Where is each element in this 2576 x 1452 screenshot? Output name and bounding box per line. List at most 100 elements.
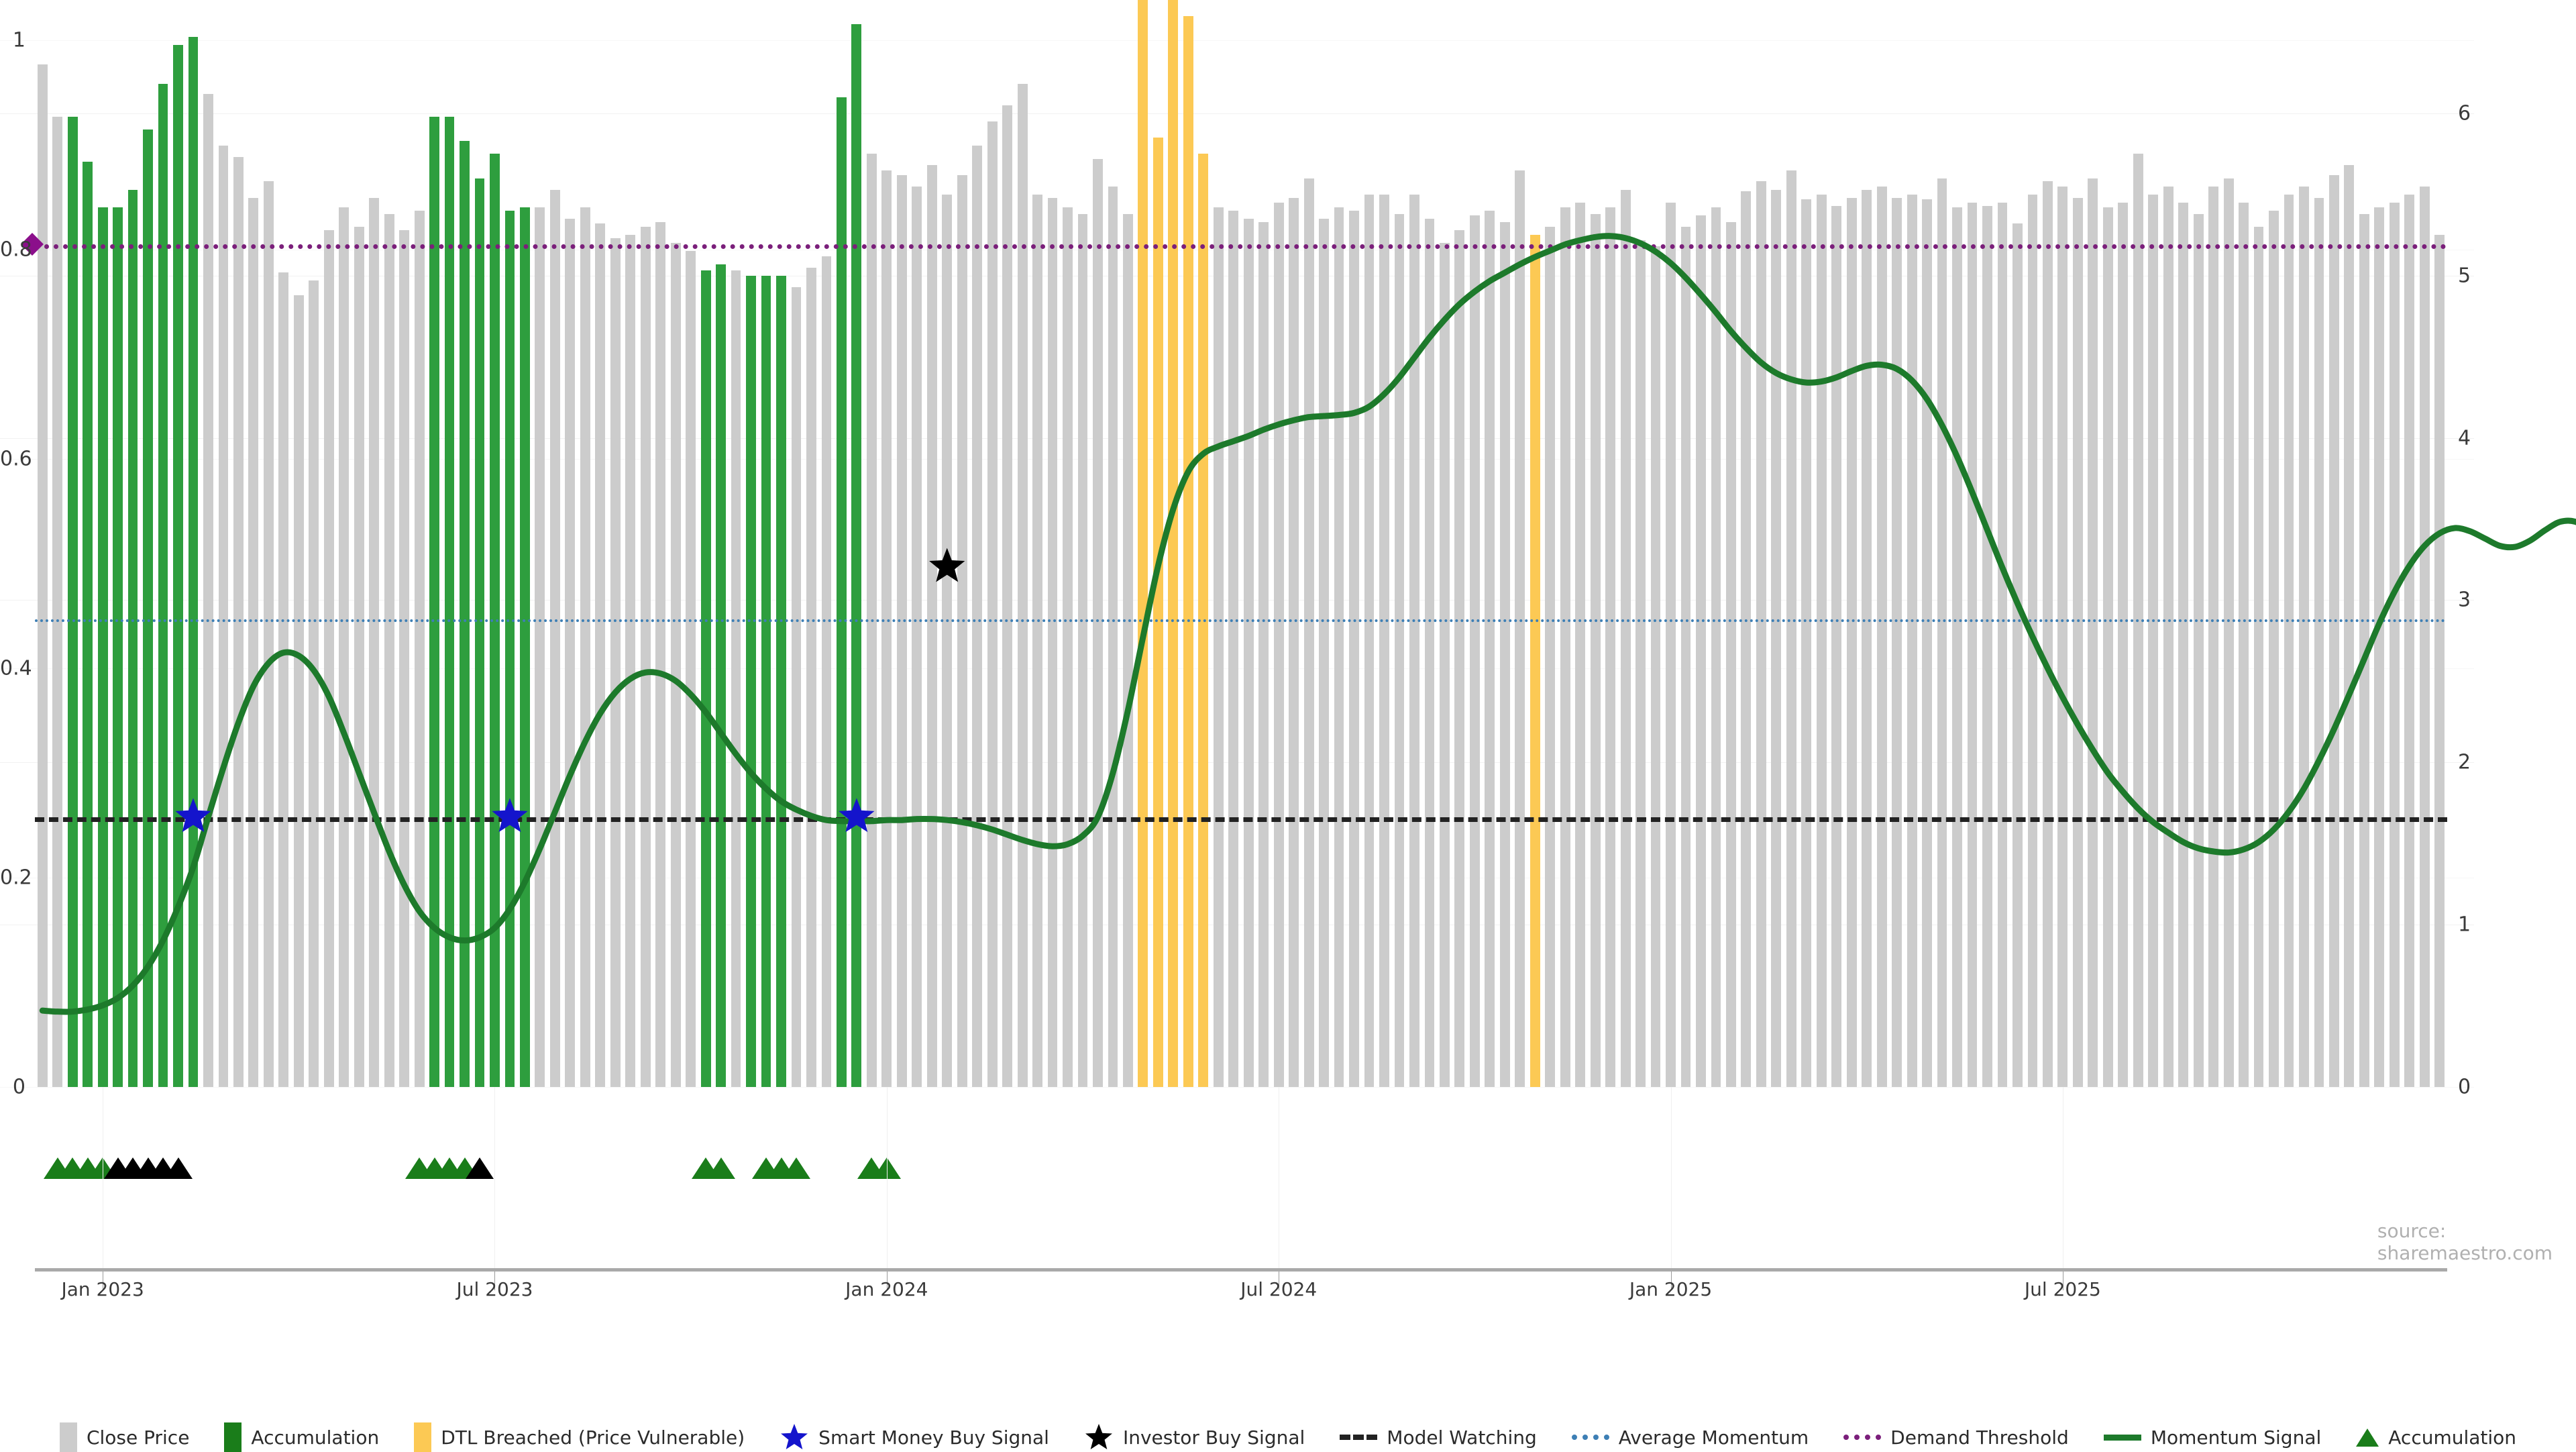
bar-close-price[interactable] (414, 210, 425, 1087)
bar-close-price[interactable] (912, 186, 922, 1087)
bar-close-price[interactable] (1515, 170, 1525, 1087)
bar-close-price[interactable] (218, 146, 229, 1087)
bar-close-price[interactable] (1063, 207, 1073, 1087)
bar-close-price[interactable] (1258, 221, 1269, 1087)
bar-close-price[interactable] (399, 229, 410, 1087)
bar-accumulation[interactable] (746, 275, 756, 1087)
bar-close-price[interactable] (1726, 221, 1736, 1087)
bar-close-price[interactable] (1831, 205, 1842, 1087)
bar-close-price[interactable] (926, 165, 937, 1087)
bar-close-price[interactable] (1816, 194, 1827, 1087)
bar-close-price[interactable] (203, 93, 213, 1087)
bar-close-price[interactable] (1741, 191, 1752, 1087)
bar-close-price[interactable] (1228, 210, 1239, 1087)
bar-close-price[interactable] (1982, 205, 1992, 1087)
bar-accumulation[interactable] (520, 207, 530, 1087)
bar-close-price[interactable] (2404, 194, 2415, 1087)
bar-close-price[interactable] (957, 174, 967, 1087)
bar-dtl-breached[interactable] (1529, 235, 1540, 1087)
bar-accumulation[interactable] (113, 207, 123, 1087)
bar-close-price[interactable] (248, 197, 259, 1087)
bar-close-price[interactable] (1485, 210, 1495, 1087)
bar-close-price[interactable] (2012, 223, 2023, 1087)
legend-item-model-watching[interactable]: Model Watching (1340, 1427, 1537, 1449)
bar-accumulation[interactable] (173, 45, 183, 1087)
bar-close-price[interactable] (1108, 186, 1118, 1087)
bar-close-price[interactable] (1605, 207, 1616, 1087)
bar-close-price[interactable] (972, 146, 983, 1087)
bar-close-price[interactable] (1334, 207, 1344, 1087)
bar-close-price[interactable] (1786, 170, 1796, 1087)
bar-close-price[interactable] (2118, 202, 2129, 1087)
bar-close-price[interactable] (1650, 246, 1661, 1087)
bar-close-price[interactable] (2269, 210, 2279, 1087)
bar-close-price[interactable] (821, 256, 832, 1087)
bar-close-price[interactable] (2088, 178, 2098, 1087)
bar-close-price[interactable] (2163, 186, 2174, 1087)
legend-item-demand-threshold[interactable]: Demand Threshold (1843, 1427, 2069, 1449)
bar-close-price[interactable] (2148, 194, 2159, 1087)
bar-close-price[interactable] (2208, 186, 2219, 1087)
bar-close-price[interactable] (2329, 174, 2339, 1087)
bar-close-price[interactable] (565, 219, 576, 1087)
bar-close-price[interactable] (354, 227, 364, 1087)
legend-item-smart-money-buy[interactable]: Smart Money Buy Signal (780, 1422, 1049, 1452)
bar-close-price[interactable] (2178, 202, 2189, 1087)
bar-close-price[interactable] (1696, 215, 1706, 1087)
bar-accumulation[interactable] (444, 116, 455, 1087)
legend-item-dtl-breached[interactable]: DTL Breached (Price Vulnerable) (414, 1422, 745, 1452)
bar-close-price[interactable] (2419, 186, 2430, 1087)
bar-close-price[interactable] (2253, 227, 2264, 1087)
bar-close-price[interactable] (2359, 213, 2369, 1087)
bar-close-price[interactable] (670, 243, 681, 1087)
legend-item-average-momentum[interactable]: Average Momentum (1571, 1427, 1809, 1449)
bar-close-price[interactable] (1017, 84, 1028, 1087)
bar-close-price[interactable] (640, 227, 651, 1087)
bar-close-price[interactable] (1846, 197, 1857, 1087)
bar-close-price[interactable] (233, 157, 244, 1087)
bar-close-price[interactable] (1394, 213, 1405, 1087)
bar-accumulation[interactable] (83, 162, 93, 1087)
bar-accumulation[interactable] (97, 207, 108, 1087)
bar-accumulation[interactable] (188, 37, 199, 1087)
bar-close-price[interactable] (1771, 189, 1782, 1087)
bar-accumulation[interactable] (460, 140, 470, 1087)
bar-accumulation[interactable] (158, 84, 168, 1087)
bar-accumulation[interactable] (474, 178, 485, 1087)
bar-accumulation[interactable] (504, 210, 515, 1087)
bar-close-price[interactable] (1439, 243, 1450, 1087)
bar-close-price[interactable] (263, 181, 274, 1087)
bar-close-price[interactable] (1303, 178, 1314, 1087)
bar-close-price[interactable] (580, 207, 590, 1087)
bar-close-price[interactable] (1711, 207, 1721, 1087)
bar-close-price[interactable] (1424, 219, 1435, 1087)
bar-dtl-breached[interactable] (1138, 0, 1148, 1087)
bar-close-price[interactable] (1952, 207, 1962, 1087)
legend-item-accumulation-marker[interactable]: Accumulation (2356, 1427, 2516, 1449)
bar-close-price[interactable] (1635, 240, 1646, 1087)
bar-close-price[interactable] (1409, 194, 1419, 1087)
bar-close-price[interactable] (1047, 197, 1058, 1087)
bar-dtl-breached[interactable] (1183, 15, 1193, 1087)
bar-close-price[interactable] (384, 213, 394, 1087)
bar-close-price[interactable] (1560, 207, 1570, 1087)
bar-close-price[interactable] (309, 280, 319, 1087)
bar-close-price[interactable] (339, 207, 350, 1087)
bar-close-price[interactable] (549, 189, 560, 1087)
bar-close-price[interactable] (1213, 207, 1224, 1087)
bar-close-price[interactable] (625, 235, 636, 1087)
bar-close-price[interactable] (1862, 189, 1872, 1087)
bar-close-price[interactable] (2284, 194, 2294, 1087)
bar-dtl-breached[interactable] (1152, 138, 1163, 1087)
legend-item-investor-buy[interactable]: Investor Buy Signal (1084, 1422, 1305, 1452)
bar-close-price[interactable] (1801, 199, 1812, 1087)
bar-close-price[interactable] (1454, 229, 1465, 1087)
bar-close-price[interactable] (1469, 215, 1480, 1087)
bar-close-price[interactable] (2389, 202, 2400, 1087)
bar-close-price[interactable] (1349, 210, 1359, 1087)
bar-close-price[interactable] (2344, 165, 2355, 1087)
bar-close-price[interactable] (1575, 202, 1586, 1087)
bar-close-price[interactable] (1077, 213, 1088, 1087)
legend-item-accumulation-bar[interactable]: Accumulation (224, 1422, 379, 1452)
bar-close-price[interactable] (942, 194, 953, 1087)
